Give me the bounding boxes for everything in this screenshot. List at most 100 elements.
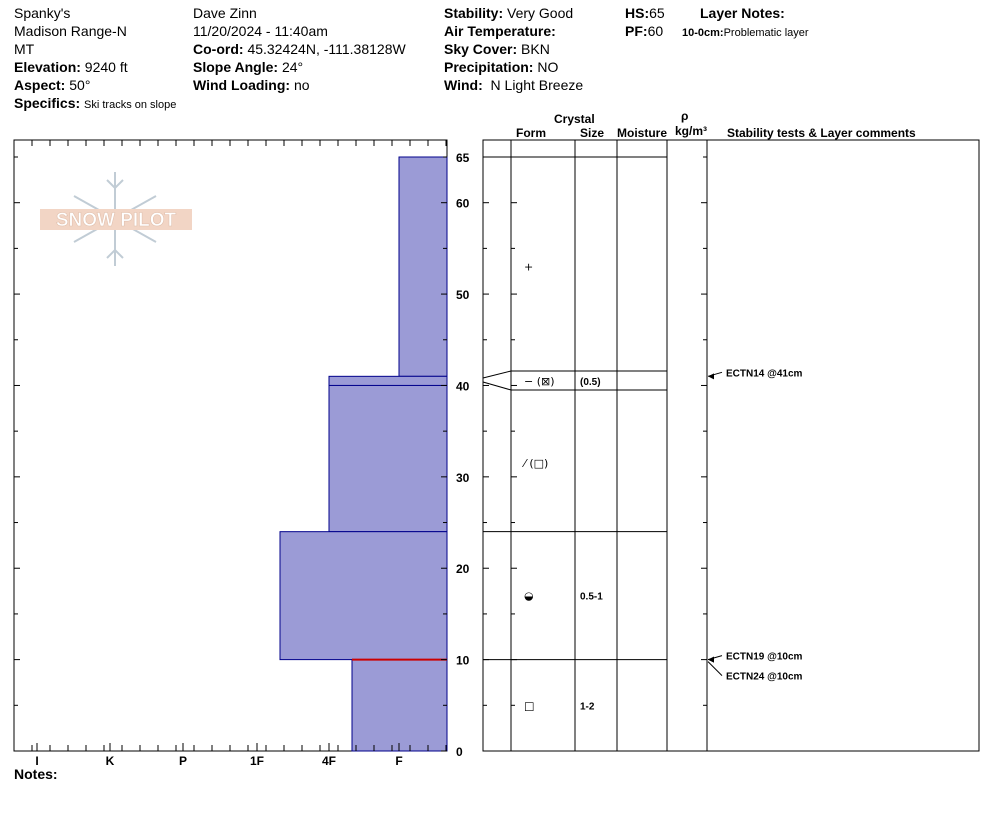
depth-axis: 0 10 20 30 40 50 60 65 (13, 140, 707, 759)
wind-field: Wind: N Light Breeze (444, 77, 583, 93)
layer-note-depth: 10-0cm: (682, 27, 724, 39)
form-header: Form (516, 126, 546, 140)
hardness-tick-label: 4F (322, 754, 336, 768)
depth-tick-label: 65 (456, 151, 470, 165)
location-name: Spanky's (14, 5, 71, 21)
hardness-layer-bar (398, 156, 448, 377)
size-header: Size (580, 126, 605, 140)
crystal-layers: + − (⊠) (0.5) ⁄ (□) ◒ 0.5-1 □ 1-2 (521, 261, 603, 713)
slope-value: 24° (281, 59, 304, 75)
moisture-header: Moisture (617, 126, 668, 140)
pf-label: PF: (625, 23, 648, 39)
depth-tick-label: 40 (456, 379, 470, 393)
coord-field: Co-ord: 45.32424N, -111.38128W (193, 41, 406, 57)
precip-label: Precipitation: (444, 59, 534, 75)
elevation-label: Elevation: (14, 59, 81, 75)
slope-label: Slope Angle: (193, 59, 279, 75)
range-name: Madison Range-N (14, 23, 127, 39)
stability-test-pointer (707, 661, 723, 676)
layer-note-text: Problematic layer (723, 27, 809, 39)
crystal-form-glyph: ◒ (524, 590, 534, 603)
stability-field: Stability: Very Good (444, 5, 573, 21)
elevation-field: Elevation: 9240 ft (14, 59, 128, 75)
depth-tick-label: 50 (456, 288, 470, 302)
hardness-tick-label: K (106, 754, 115, 768)
crystal-header: Crystal (554, 112, 595, 126)
specifics-value: Ski tracks on slope (84, 99, 177, 111)
hardness-layer-bar (279, 531, 448, 661)
crystal-size: (0.5) (580, 377, 601, 388)
wind-value: N Light Breeze (490, 77, 584, 93)
hardness-layer-bar (351, 659, 448, 752)
depth-tick-label: 20 (456, 562, 470, 576)
wind-label: Wind: (444, 77, 483, 93)
air-temp-label: Air Temperature: (444, 23, 556, 39)
depth-tick-label: 0 (456, 745, 463, 759)
sky-label: Sky Cover: (444, 41, 518, 57)
crystal-form-glyph: + (524, 261, 533, 274)
hs-label: HS: (625, 5, 650, 21)
layer-boundary-link (482, 370, 512, 379)
sky-value: BKN (521, 41, 550, 57)
aspect-value: 50° (69, 77, 91, 93)
pf-value: 60 (647, 23, 664, 39)
stability-value: Very Good (507, 5, 574, 21)
hardness-layer-bar (328, 384, 448, 533)
layer-note: 10-0cm:Problematic layer (682, 24, 809, 41)
slope-field: Slope Angle: 24° (193, 59, 303, 75)
snowpilot-logo: SNOW PILOT (40, 172, 192, 266)
wind-loading-value: no (293, 77, 310, 93)
observer-name: Dave Zinn (193, 5, 257, 21)
aspect-field: Aspect: 50° (14, 77, 90, 93)
aspect-label: Aspect: (14, 77, 66, 93)
specifics-field: Specifics: Ski tracks on slope (14, 95, 176, 113)
crystal-form-glyph: □ (524, 699, 534, 712)
notes-label: Notes: (14, 766, 58, 782)
crystal-form-glyph: ⁄ (□) (521, 457, 548, 470)
state-name: MT (14, 41, 35, 57)
hardness-layers (279, 156, 448, 752)
layer-boundaries (482, 156, 667, 661)
stability-label: Stability: (444, 5, 504, 21)
sky-field: Sky Cover: BKN (444, 41, 550, 57)
hs-value: 65 (649, 5, 665, 21)
precip-field: Precipitation: NO (444, 59, 558, 75)
depth-tick-label: 10 (456, 654, 470, 668)
stability-tests-header: Stability tests & Layer comments (727, 126, 916, 140)
air-temp-field: Air Temperature: (444, 23, 556, 39)
hardness-tick-label: I (35, 754, 38, 768)
crystal-form-glyph: − (⊠) (524, 375, 555, 388)
density-unit-header: kg/m³ (675, 124, 708, 138)
stability-test-arrowhead (708, 656, 714, 663)
hs-field: HS:65 (625, 5, 665, 21)
layer-notes-label: Layer Notes: (700, 5, 785, 21)
layer-boundary-link (482, 381, 512, 391)
crystal-size: 0.5-1 (580, 592, 603, 603)
layer-table-frame (482, 139, 980, 752)
stability-test-label: ECTN24 @10cm (726, 672, 803, 683)
stability-tests: ECTN14 @41cm ECTN19 @10cm ECTN24 @10cm (707, 368, 803, 683)
hardness-tick-label: 1F (250, 754, 264, 768)
rho-header: ρ (681, 109, 689, 123)
stability-test-arrowhead (708, 373, 714, 380)
hardness-layer-bar (328, 375, 448, 386)
stability-test-label: ECTN19 @10cm (726, 652, 803, 663)
hardness-axis: I K P 1F 4F F (13, 743, 447, 768)
coord-label: Co-ord: (193, 41, 244, 57)
obs-datetime: 11/20/2024 - 11:40am (193, 23, 328, 39)
coord-value: 45.32424N, -111.38128W (247, 41, 406, 57)
pf-field: PF:60 (625, 23, 663, 39)
wind-loading-field: Wind Loading: no (193, 77, 310, 93)
crystal-size: 1-2 (580, 701, 595, 712)
hardness-tick-label: P (179, 754, 187, 768)
specifics-label: Specifics: (14, 95, 81, 111)
depth-tick-label: 30 (456, 471, 470, 485)
depth-tick-label: 60 (456, 197, 470, 211)
elevation-value: 9240 ft (84, 59, 128, 75)
stability-test-label: ECTN14 @41cm (726, 368, 803, 379)
precip-value: NO (537, 59, 559, 75)
wind-loading-label: Wind Loading: (193, 77, 291, 93)
hardness-tick-label: F (395, 754, 402, 768)
logo-text: SNOW PILOT (56, 210, 177, 231)
